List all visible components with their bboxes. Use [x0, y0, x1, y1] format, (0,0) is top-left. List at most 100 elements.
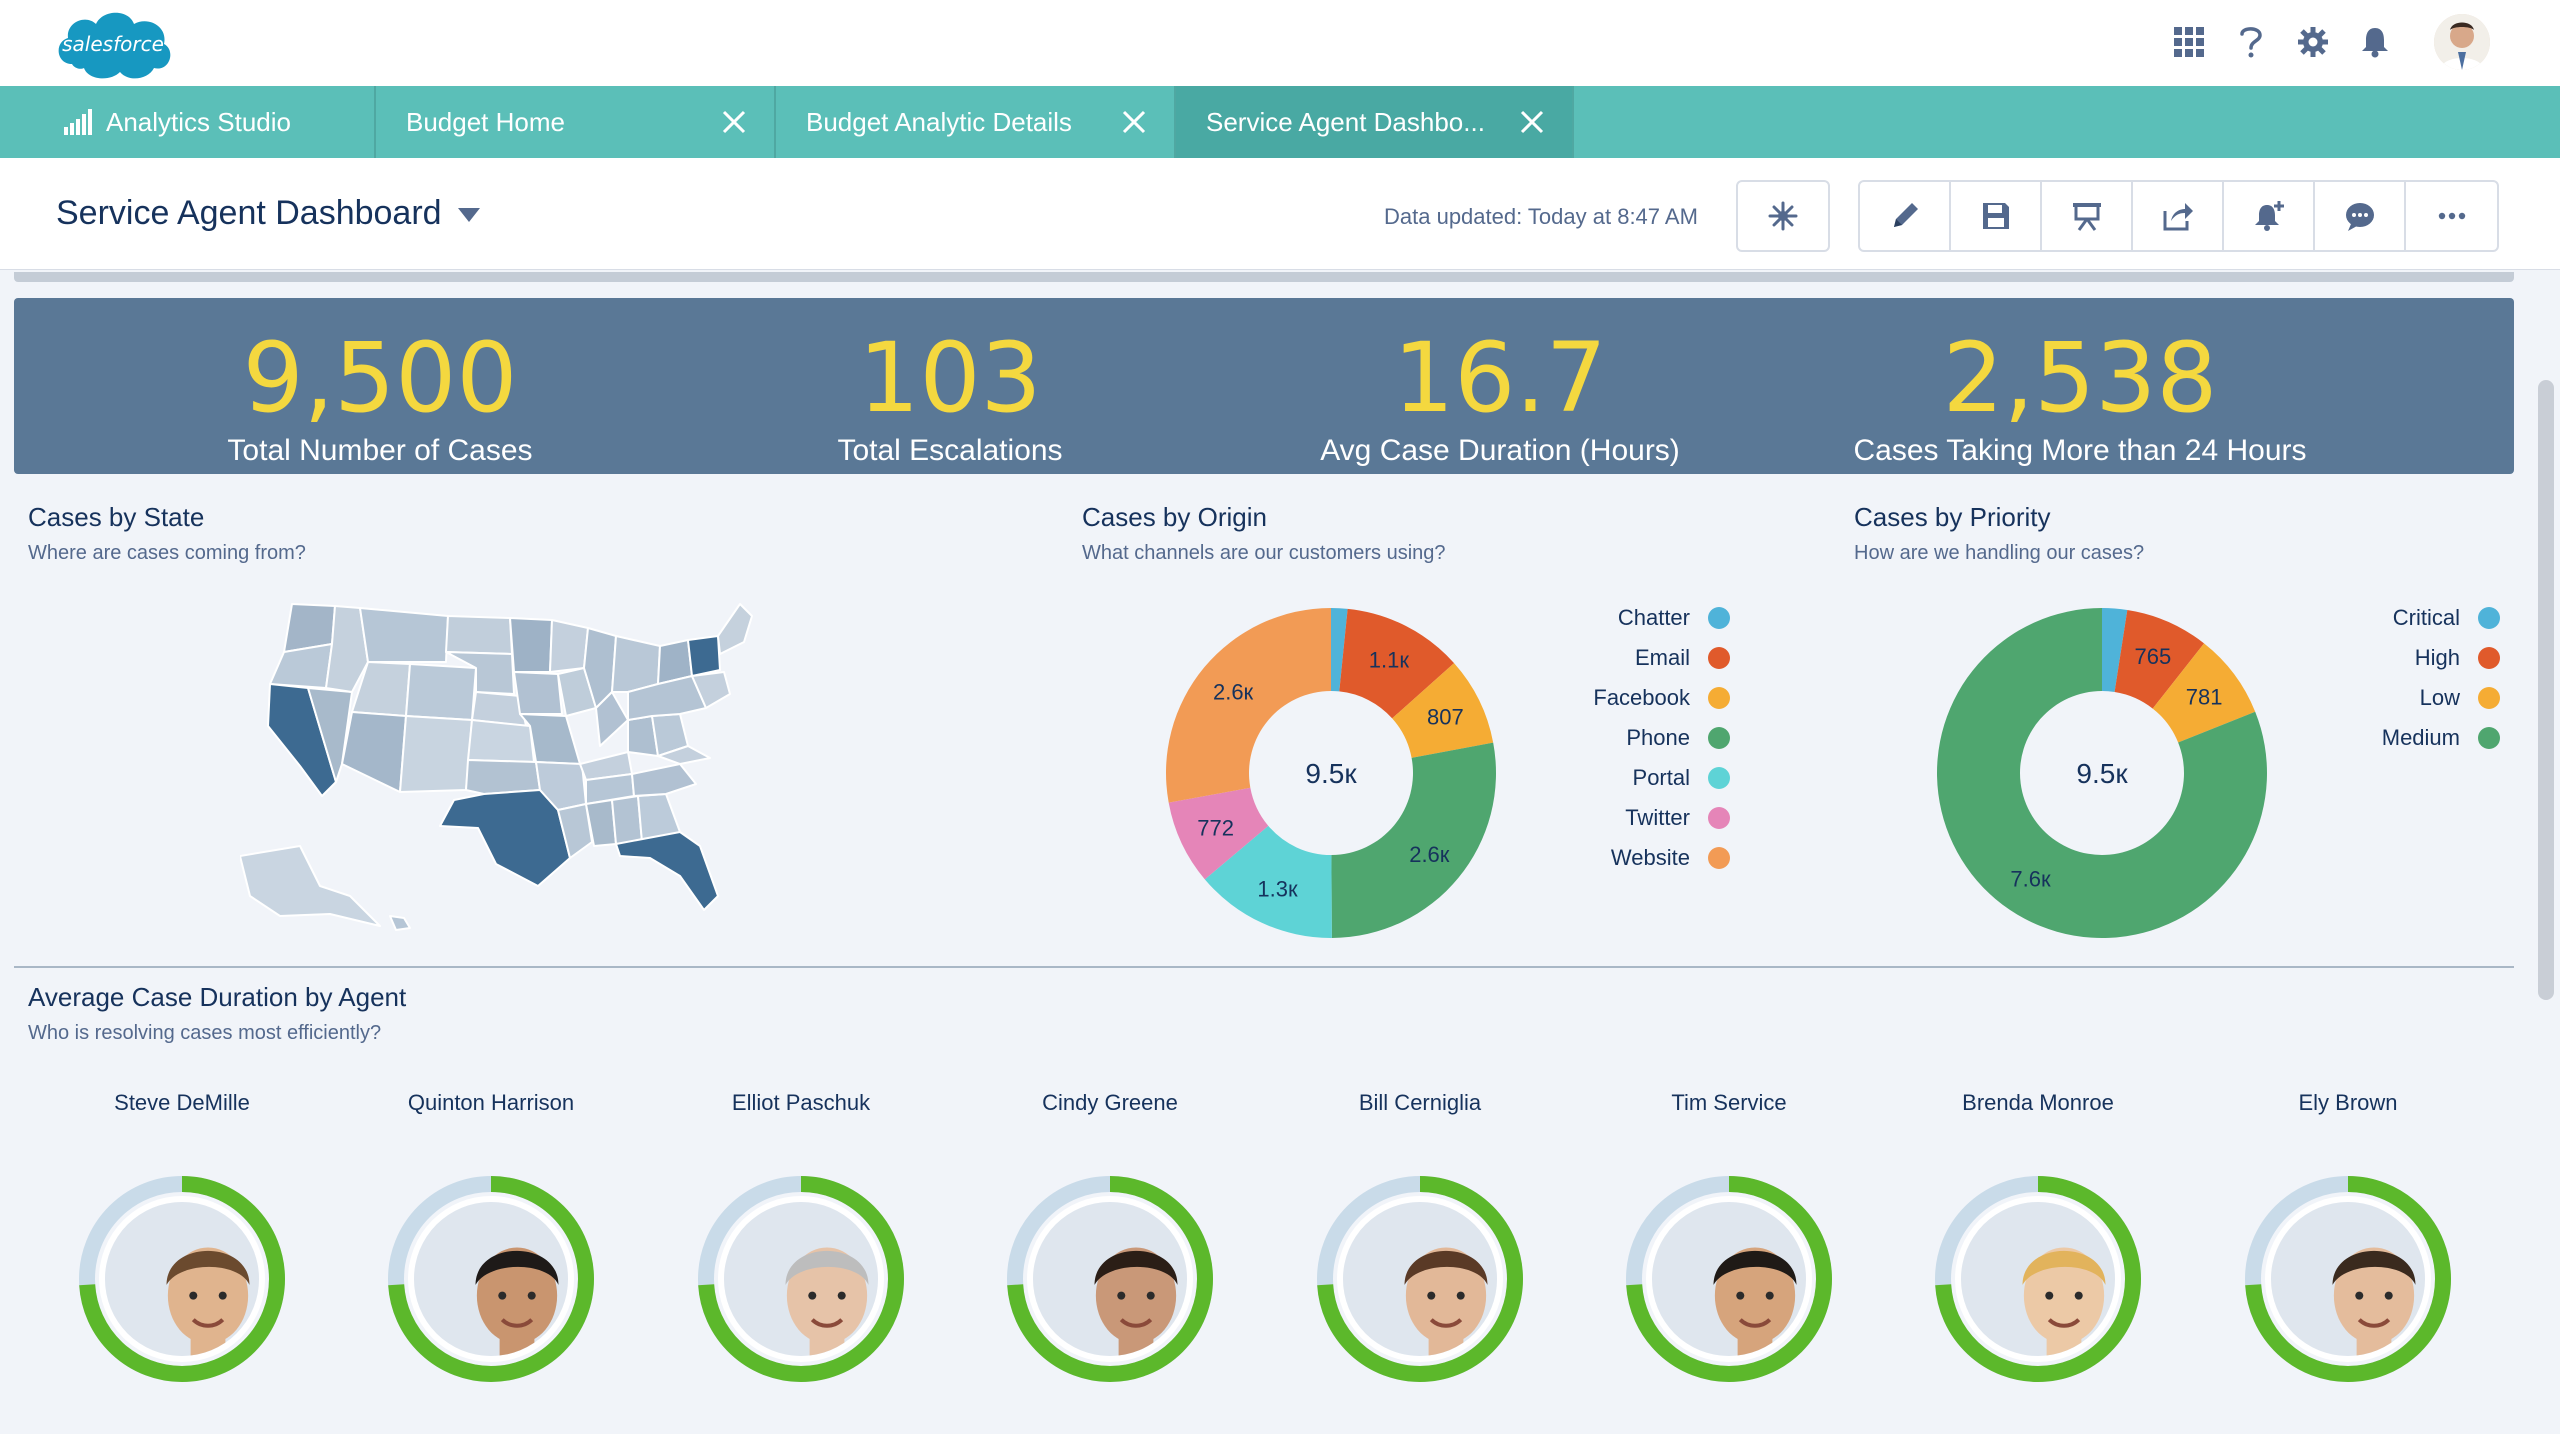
scrollbar[interactable] [2532, 270, 2560, 1434]
agent-duration-ring[interactable] [388, 1176, 594, 1382]
notify-button[interactable] [2224, 182, 2315, 250]
donut-slice-label: 772 [1197, 815, 1234, 840]
kpi-value: 16.7 [1393, 322, 1607, 434]
gear-icon[interactable] [2296, 25, 2330, 59]
agent-duration-ring[interactable] [1626, 1176, 1832, 1382]
donut-slice-label: 1.3к [1257, 877, 1298, 902]
agent-photo [99, 1196, 265, 1362]
scrollbar-thumb[interactable] [2538, 380, 2554, 1000]
legend-swatch [2478, 647, 2500, 669]
legend-item[interactable]: Twitter [1560, 798, 1730, 838]
donut-slice-low[interactable] [2152, 643, 2256, 743]
legend-item[interactable]: Facebook [1560, 678, 1730, 718]
ring-progress [79, 1176, 285, 1382]
bell-icon[interactable] [2358, 25, 2392, 59]
legend-item[interactable]: Phone [1560, 718, 1730, 758]
legend-cases-by-origin: Chatter Email Facebook Phone Portal Twitter We… [1560, 598, 1730, 878]
agent-card[interactable]: Steve DeMille [32, 1090, 332, 1382]
comment-button[interactable] [2315, 182, 2406, 250]
donut-cases-by-priority[interactable]: 765 781 7.6к 9.5к [1937, 608, 2267, 943]
legend-label: Twitter [1625, 805, 1690, 830]
donut-slice-critical[interactable] [2102, 608, 2128, 692]
donut-slice-label: 1.1к [1369, 647, 1410, 672]
agent-duration-ring[interactable] [1007, 1176, 1213, 1382]
donut-slice-website[interactable] [1166, 608, 1331, 803]
tab-service-agent-dashboard[interactable]: Service Agent Dashbo... [1176, 86, 1574, 158]
legend-item[interactable]: High [2330, 638, 2500, 678]
widget-subtitle-cases-by-origin: What channels are our customers using? [1082, 542, 1446, 564]
donut-cases-by-origin[interactable]: 1.1к 807 2.6к 1.3к 772 2.6к 9.5к [1166, 608, 1496, 943]
chevron-down-icon[interactable] [458, 208, 480, 222]
notify-icon [2254, 201, 2284, 231]
header-icons [2172, 14, 2490, 70]
more-button[interactable] [2406, 182, 2497, 250]
donut-slice-facebook[interactable] [1392, 663, 1494, 758]
tab-budget-home[interactable]: Budget Home [376, 86, 776, 158]
donut-slice-portal[interactable] [1204, 825, 1332, 938]
agent-card[interactable]: Tim Service [1579, 1090, 1879, 1382]
donut-slice-high[interactable] [2114, 609, 2205, 709]
share-button[interactable] [2133, 182, 2224, 250]
agent-name: Cindy Greene [1042, 1090, 1178, 1115]
close-icon[interactable] [1518, 108, 1546, 136]
legend-item[interactable]: Website [1560, 838, 1730, 878]
tab-label: Analytics Studio [106, 106, 291, 137]
agent-card[interactable]: Quinton Harrison [341, 1090, 641, 1382]
donut-slice-email[interactable] [1339, 608, 1455, 719]
agent-photo [2265, 1196, 2431, 1362]
legend-item[interactable]: Medium [2330, 718, 2500, 758]
logo-text: salesforce [62, 32, 164, 56]
close-icon[interactable] [1120, 108, 1148, 136]
legend-label: Medium [2381, 725, 2460, 750]
agent-duration-ring[interactable] [79, 1176, 285, 1382]
donut-slice-label: 765 [2135, 644, 2172, 669]
legend-item[interactable]: Critical [2330, 598, 2500, 638]
agent-name: Elliot Paschuk [731, 1090, 871, 1115]
global-header: salesforce [0, 0, 2560, 86]
agent-duration-ring[interactable] [2245, 1176, 2451, 1382]
agent-card[interactable]: Bill Cerniglia [1270, 1090, 1570, 1382]
tab-label: Budget Analytic Details [806, 106, 1072, 137]
agent-card[interactable]: Elliot Paschuk [651, 1090, 951, 1382]
agent-card[interactable]: Ely Brown [2198, 1090, 2498, 1382]
save-icon [1982, 203, 2009, 229]
agent-photo [408, 1196, 574, 1362]
agent-duration-ring[interactable] [1317, 1176, 1523, 1382]
salesforce-logo[interactable]: salesforce [52, 6, 174, 82]
agent-duration-ring[interactable] [1935, 1176, 2141, 1382]
present-button[interactable] [2042, 182, 2133, 250]
us-map[interactable] [239, 596, 760, 946]
agent-duration-ring[interactable] [698, 1176, 904, 1382]
legend-label: Portal [1632, 765, 1690, 790]
dashboard-title[interactable]: Service Agent Dashboard [56, 194, 442, 232]
edit-button[interactable] [1860, 182, 1951, 250]
agent-name: Quinton Harrison [407, 1090, 575, 1115]
help-icon[interactable] [2234, 25, 2268, 59]
kpi-cases-over-24h[interactable]: 2,538 Cases Taking More than 24 Hours [1840, 298, 2320, 468]
workspace-tabbar: Analytics Studio Budget Home Budget Anal… [0, 86, 2560, 158]
app-launcher-icon[interactable] [2172, 25, 2206, 59]
kpi-label: Avg Case Duration (Hours) [1320, 434, 1680, 467]
close-icon[interactable] [720, 108, 748, 136]
legend-item[interactable]: Low [2330, 678, 2500, 718]
tab-budget-analytic-details[interactable]: Budget Analytic Details [776, 86, 1176, 158]
legend-item[interactable]: Portal [1560, 758, 1730, 798]
legend-item[interactable]: Email [1560, 638, 1730, 678]
kpi-avg-case-duration[interactable]: 16.7 Avg Case Duration (Hours) [1280, 298, 1720, 468]
widget-subtitle-cases-by-priority: How are we handling our cases? [1854, 542, 2145, 564]
donut-slice-phone[interactable] [1331, 742, 1496, 938]
donut-slice-chatter[interactable] [1331, 608, 1348, 692]
legend-item[interactable]: Chatter [1560, 598, 1730, 638]
user-avatar[interactable] [2434, 14, 2490, 70]
kpi-banner: 9,500 Total Number of Cases 103 Total Es… [14, 298, 2514, 474]
agent-card[interactable]: Brenda Monroe [1888, 1090, 2188, 1382]
kpi-total-cases[interactable]: 9,500 Total Number of Cases [200, 298, 560, 468]
tab-analytics-studio[interactable]: Analytics Studio [0, 86, 376, 158]
donut-slice-twitter[interactable] [1168, 787, 1269, 880]
agent-card[interactable]: Cindy Greene [960, 1090, 1260, 1382]
donut-slice-medium[interactable] [1937, 608, 2267, 938]
kpi-total-escalations[interactable]: 103 Total Escalations [770, 298, 1130, 468]
agent-name: Bill Cerniglia [1358, 1090, 1482, 1115]
explore-button[interactable] [1736, 180, 1830, 252]
save-button[interactable] [1951, 182, 2042, 250]
